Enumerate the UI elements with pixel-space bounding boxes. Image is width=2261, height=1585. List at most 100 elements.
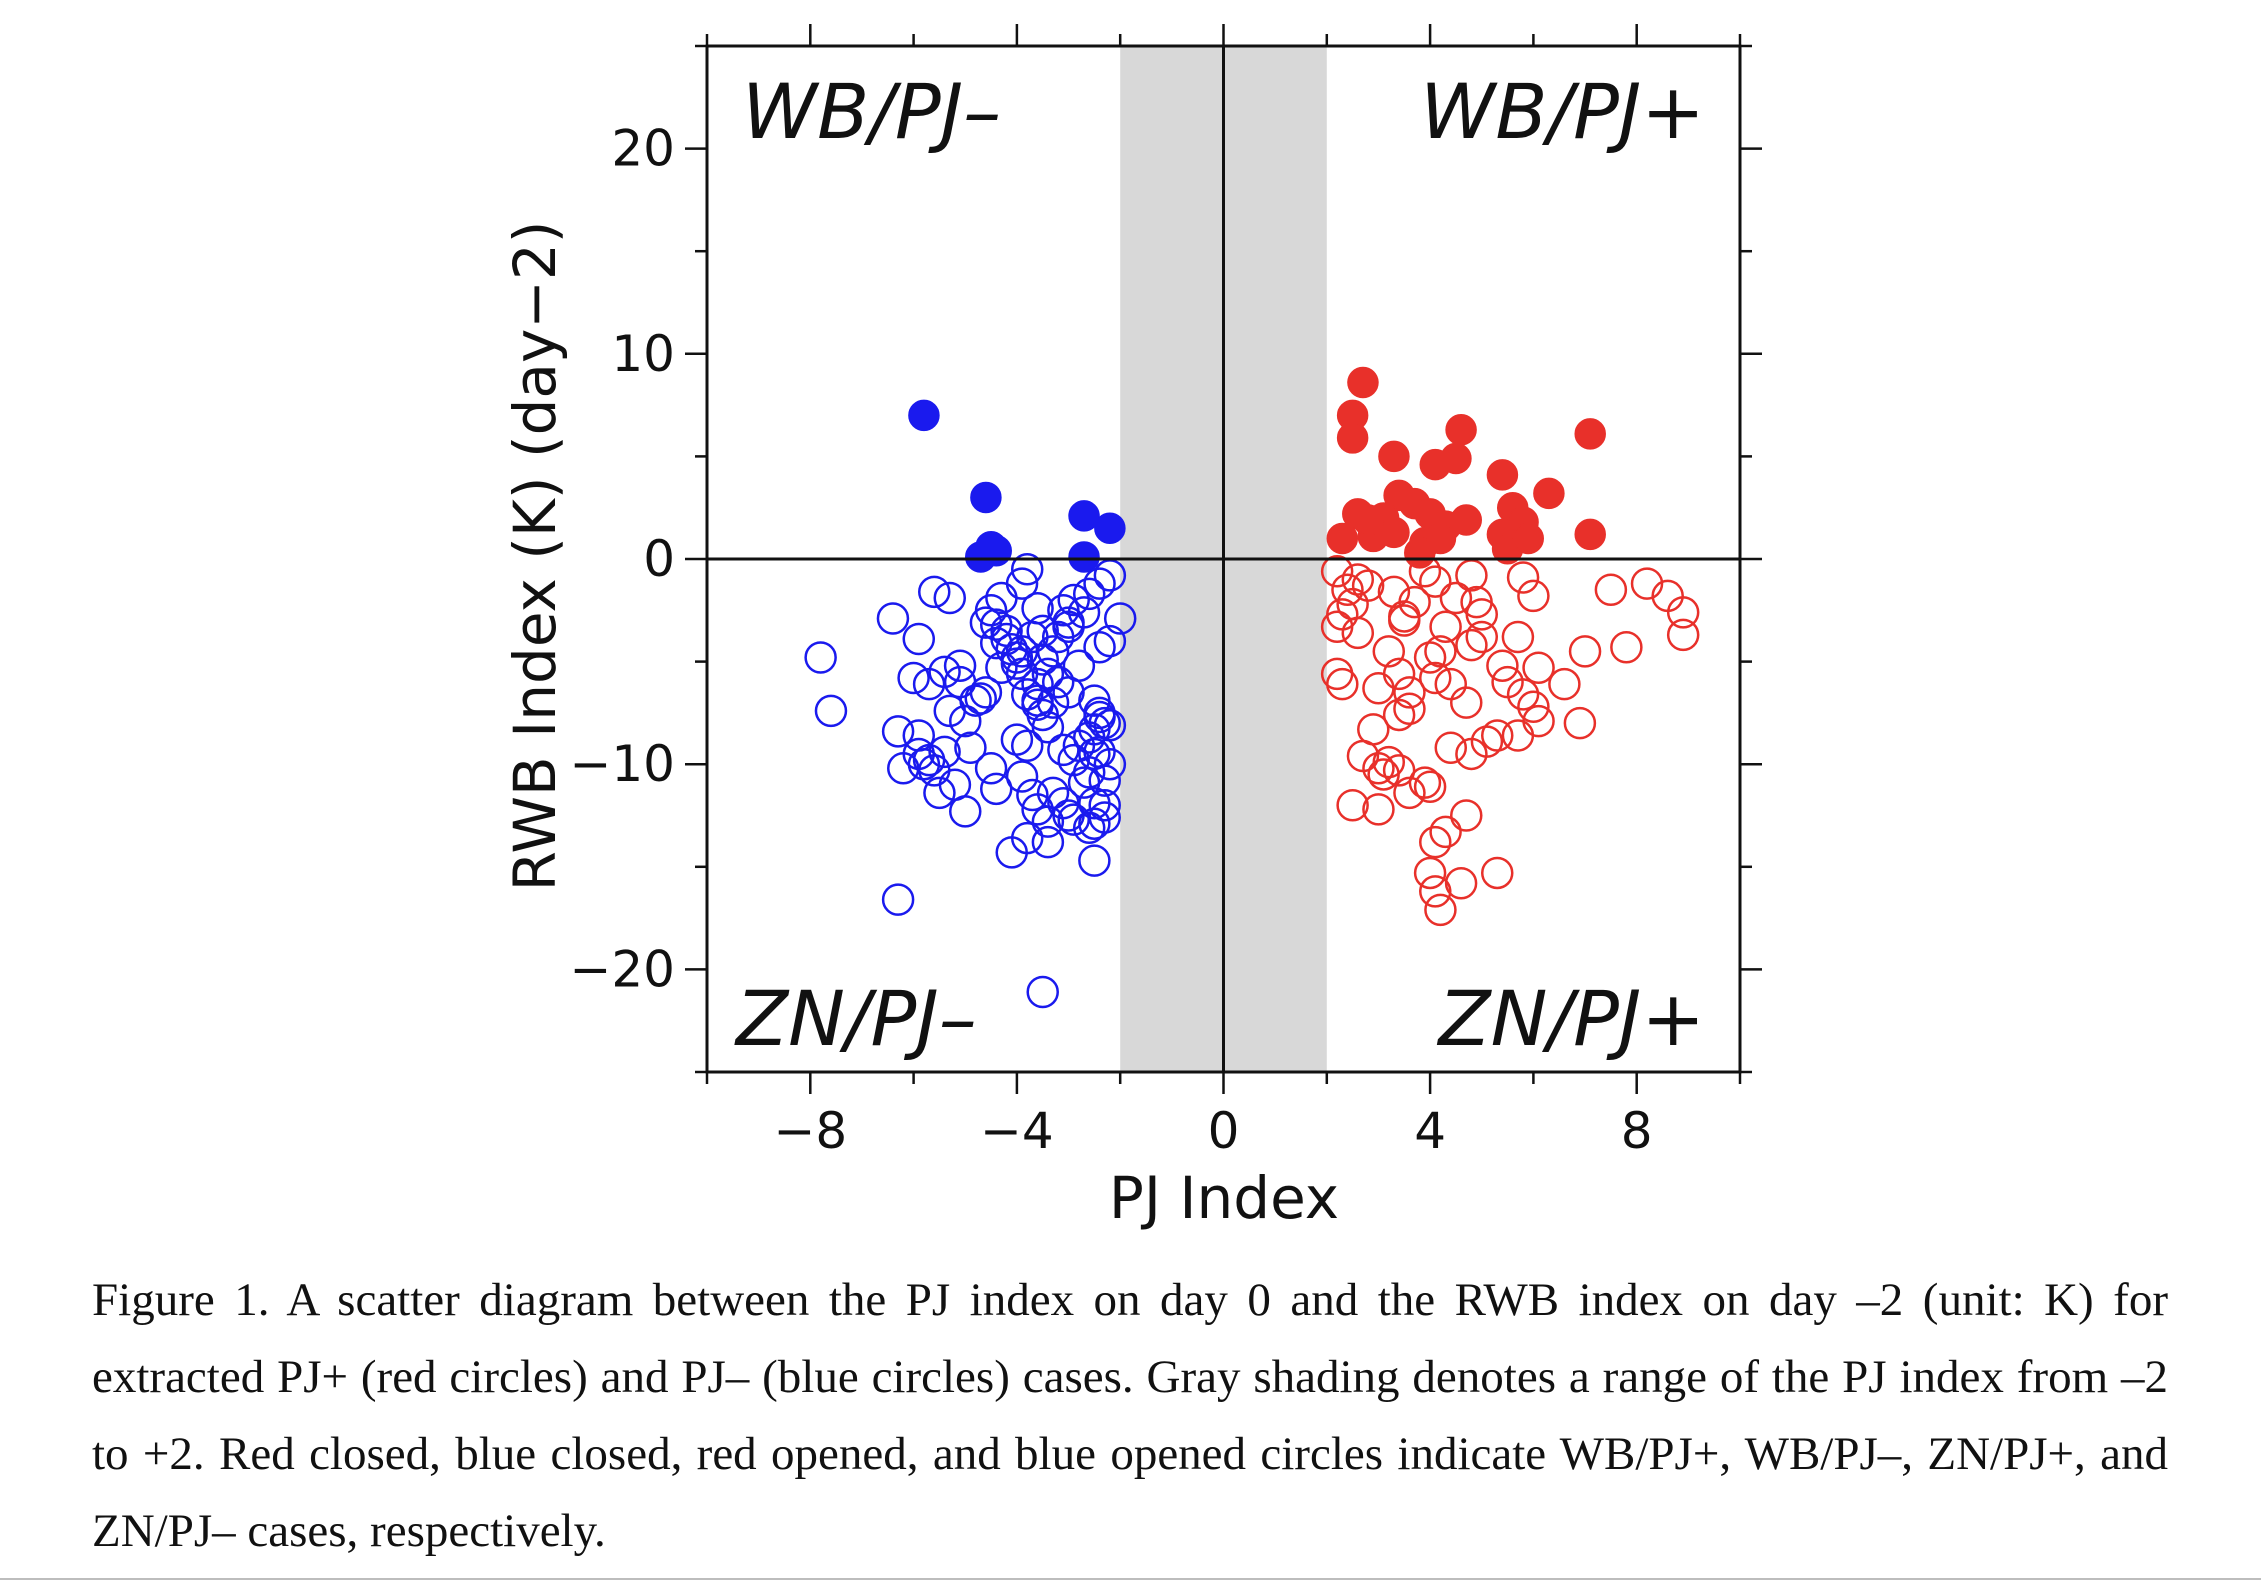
data-point-zn_pj_plus (1362, 752, 1395, 785)
x-tick-label: 0 (1208, 1102, 1240, 1160)
data-point-zn_pj_minus (1072, 577, 1106, 611)
quadrant-label-top-right: WB/PJ+ (1420, 67, 1705, 156)
data-point-zn_pj_minus (907, 747, 941, 781)
data-point-zn_pj_minus (1057, 803, 1090, 836)
data-point-zn_pj_minus (1010, 553, 1044, 586)
data-point-wb_pj_plus (1336, 422, 1369, 454)
data-point-zn_pj_minus (1072, 756, 1106, 789)
data-point-wb_pj_plus (1352, 504, 1384, 536)
data-point-zn_pj_plus (1450, 686, 1483, 719)
data-point-zn_pj_plus (1563, 706, 1597, 740)
data-point-zn_pj_plus (1434, 731, 1468, 765)
data-point-zn_pj_plus (1341, 616, 1375, 650)
data-point-zn_pj_minus (1083, 630, 1116, 664)
data-point-zn_pj_minus (933, 581, 967, 615)
data-point-zn_pj_minus (1093, 624, 1127, 658)
data-point-zn_pj_plus (1413, 641, 1447, 674)
data-point-zn_pj_plus (1393, 676, 1426, 709)
data-point-zn_pj_minus (918, 575, 951, 609)
data-point-zn_pj_plus (1382, 754, 1416, 787)
data-point-zn_pj_plus (1419, 661, 1452, 695)
ticks-layer: −8 −4 0 4 8 −20 −10 0 10 20 (569, 24, 1762, 1160)
data-point-zn_pj_plus (1486, 649, 1519, 682)
data-point-zn_pj_plus (1382, 698, 1416, 732)
data-point-zn_pj_minus (949, 795, 982, 828)
data-point-zn_pj_plus (1326, 667, 1359, 701)
data-point-wb_pj_minus (908, 399, 940, 432)
data-point-zn_pj_plus (1351, 569, 1385, 602)
data-point-zn_pj_plus (1413, 770, 1447, 804)
quadrant-label-bottom-right: ZN/PJ+ (1437, 974, 1705, 1063)
data-point-zn_pj_minus (881, 715, 915, 748)
data-point-zn_pj_plus (1393, 692, 1426, 726)
data-point-zn_pj_minus (974, 752, 1008, 785)
data-point-zn_pj_minus (979, 772, 1013, 806)
data-point-zn_pj_plus (1610, 630, 1643, 664)
data-point-zn_pj_plus (1439, 581, 1473, 615)
data-point-wb_pj_plus (1326, 522, 1359, 555)
data-point-zn_pj_minus (1016, 778, 1049, 812)
data-point-zn_pj_minus (949, 704, 982, 738)
data-point-zn_pj_minus (1005, 760, 1039, 793)
data-point-zn_pj_plus (1450, 799, 1483, 832)
data-point-zn_pj_plus (1455, 628, 1488, 662)
data-point-zn_pj_plus (1429, 610, 1462, 643)
data-point-wb_pj_plus (1512, 522, 1544, 555)
data-point-zn_pj_minus (1083, 567, 1116, 600)
data-point-zn_pj_minus (1072, 721, 1106, 754)
data-point-zn_pj_plus (1320, 610, 1354, 643)
data-point-wb_pj_plus (1347, 366, 1379, 399)
x-tick-label: 4 (1414, 1102, 1446, 1160)
data-point-zn_pj_minus (1041, 665, 1075, 699)
data-point-zn_pj_minus (1062, 649, 1096, 682)
data-point-zn_pj_plus (1367, 758, 1400, 791)
data-point-zn_pj_minus (1052, 606, 1085, 639)
data-point-zn_pj_minus (1021, 684, 1054, 717)
data-point-wb_pj_minus (970, 481, 1002, 514)
data-point-wb_pj_plus (1378, 440, 1410, 473)
data-point-zn_pj_plus (1408, 555, 1442, 588)
data-point-zn_pj_minus (923, 776, 956, 810)
data-point-zn_pj_plus (1362, 793, 1395, 826)
data-point-zn_pj_plus (1362, 672, 1395, 705)
quadrant-label-top-left: WB/PJ– (742, 67, 1001, 156)
data-point-zn_pj_minus (804, 641, 837, 674)
data-point-zn_pj_minus (1010, 678, 1044, 711)
data-point-zn_pj_plus (1548, 667, 1581, 701)
data-point-zn_pj_plus (1517, 690, 1550, 723)
data-point-wb_pj_minus (1068, 500, 1100, 532)
data-point-zn_pj_minus (1026, 698, 1059, 732)
data-point-wb_pj_plus (1486, 459, 1519, 491)
data-point-zn_pj_minus (990, 622, 1023, 656)
points-layer (804, 366, 1700, 1009)
quadrant-label-bottom-left: ZN/PJ– (734, 974, 977, 1063)
data-point-zn_pj_minus (1026, 614, 1059, 648)
x-tick-label: −8 (773, 1102, 847, 1160)
data-point-zn_pj_plus (1666, 618, 1700, 652)
data-point-zn_pj_plus (1419, 565, 1452, 598)
data-point-zn_pj_minus (928, 735, 961, 769)
data-point-zn_pj_plus (1594, 573, 1628, 607)
data-point-zn_pj_minus (897, 661, 930, 695)
y-tick-label: 10 (611, 325, 675, 383)
data-point-wb_pj_minus (1094, 512, 1126, 544)
data-point-zn_pj_minus (1000, 723, 1034, 756)
data-point-zn_pj_minus (1026, 975, 1059, 1009)
data-point-zn_pj_minus (1103, 602, 1137, 635)
data-point-zn_pj_plus (1480, 856, 1514, 890)
data-point-zn_pj_minus (1078, 844, 1111, 877)
data-point-zn_pj_plus (1424, 893, 1457, 927)
data-point-zn_pj_plus (1388, 604, 1421, 637)
figure-caption: Figure 1. A scatter diagram between the … (92, 1274, 2168, 1557)
data-point-zn_pj_minus (995, 836, 1028, 869)
y-tick-label: 0 (643, 530, 675, 588)
data-point-zn_pj_minus (1010, 729, 1044, 762)
data-point-zn_pj_plus (1666, 596, 1700, 629)
y-tick-label: −20 (569, 940, 675, 998)
data-point-zn_pj_plus (1480, 719, 1514, 752)
data-point-zn_pj_plus (1630, 567, 1664, 600)
data-point-zn_pj_plus (1336, 788, 1369, 822)
data-point-wb_pj_plus (1574, 418, 1606, 450)
data-point-zn_pj_minus (876, 602, 910, 635)
